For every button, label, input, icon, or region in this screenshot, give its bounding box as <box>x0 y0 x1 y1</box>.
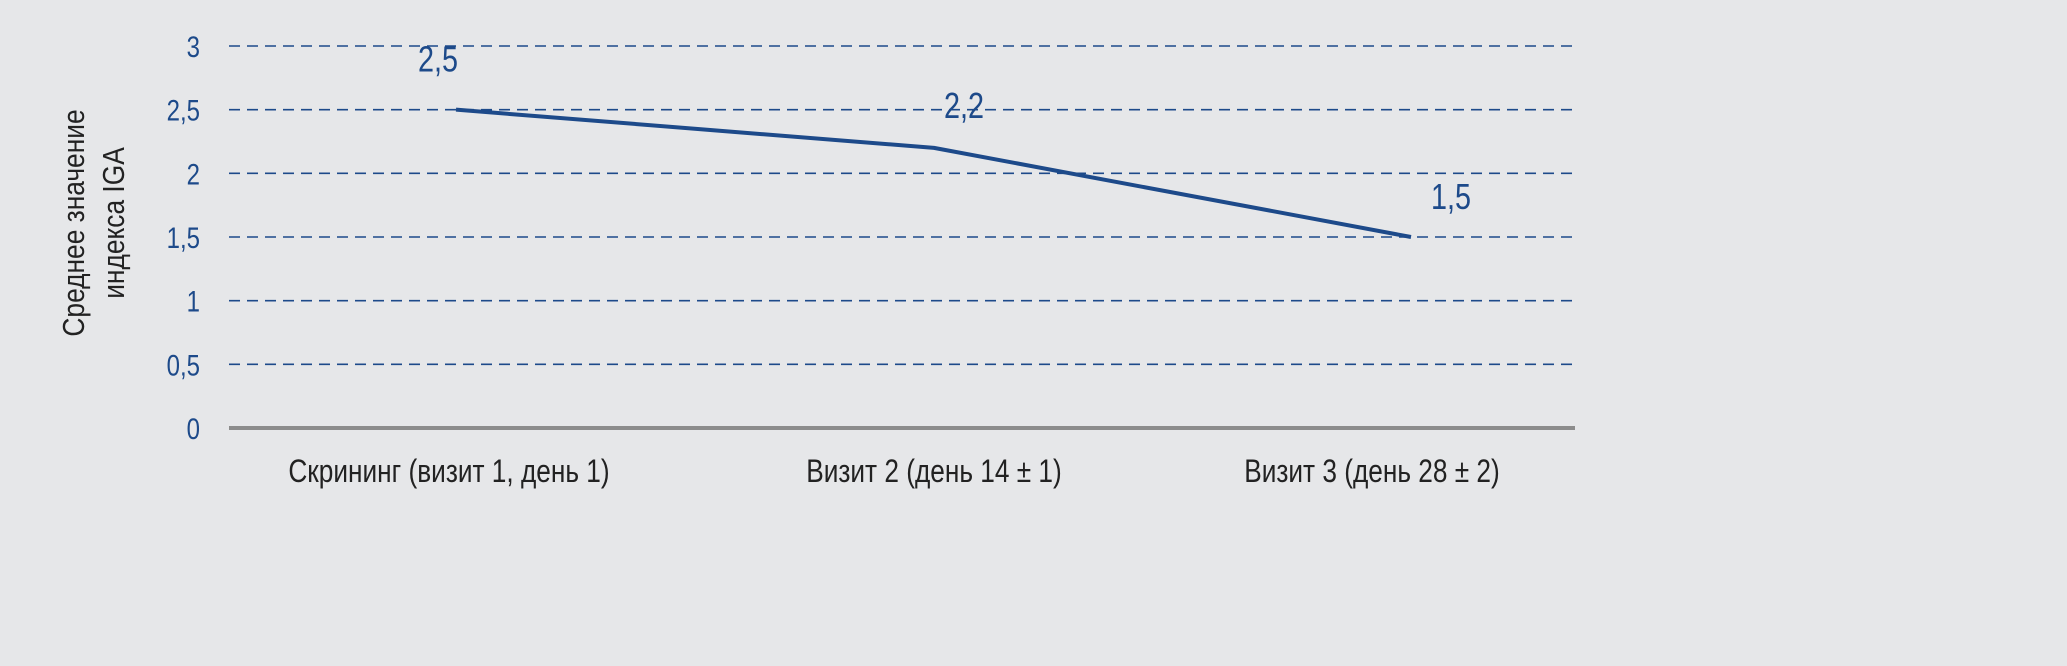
series-line <box>455 107 1412 239</box>
x-category-label: Скрининг (визит 1, день 1) <box>288 455 609 490</box>
y-tick-label: 0 <box>187 411 200 445</box>
x-category-label: Визит 2 (день 14 ± 1) <box>806 455 1062 490</box>
data-label: 1,5 <box>1431 176 1471 217</box>
y-tick-label: 3 <box>187 29 200 63</box>
y-tick-label: 0,5 <box>167 348 200 382</box>
y-tick-label: 2,5 <box>167 93 200 127</box>
y-axis-title-line1: Среднее значение <box>57 109 91 336</box>
x-category-labels: Скрининг (визит 1, день 1) Визит 2 (день … <box>288 455 1499 490</box>
gridlines <box>229 45 1575 430</box>
data-labels: 2,5 2,2 1,5 <box>418 39 1471 217</box>
y-tick-label: 2 <box>187 157 200 191</box>
y-axis-title-line2: индекса IGA <box>97 146 131 298</box>
y-tick-labels: 0 0,5 1 1,5 2 2,5 3 <box>167 29 200 445</box>
data-label: 2,5 <box>418 39 458 80</box>
data-label: 2,2 <box>944 85 984 126</box>
x-category-label: Визит 3 (день 28 ± 2) <box>1244 455 1500 490</box>
y-axis-title: Среднее значение индекса IGA <box>57 109 131 336</box>
y-tick-label: 1,5 <box>167 220 200 254</box>
y-tick-label: 1 <box>187 284 200 318</box>
